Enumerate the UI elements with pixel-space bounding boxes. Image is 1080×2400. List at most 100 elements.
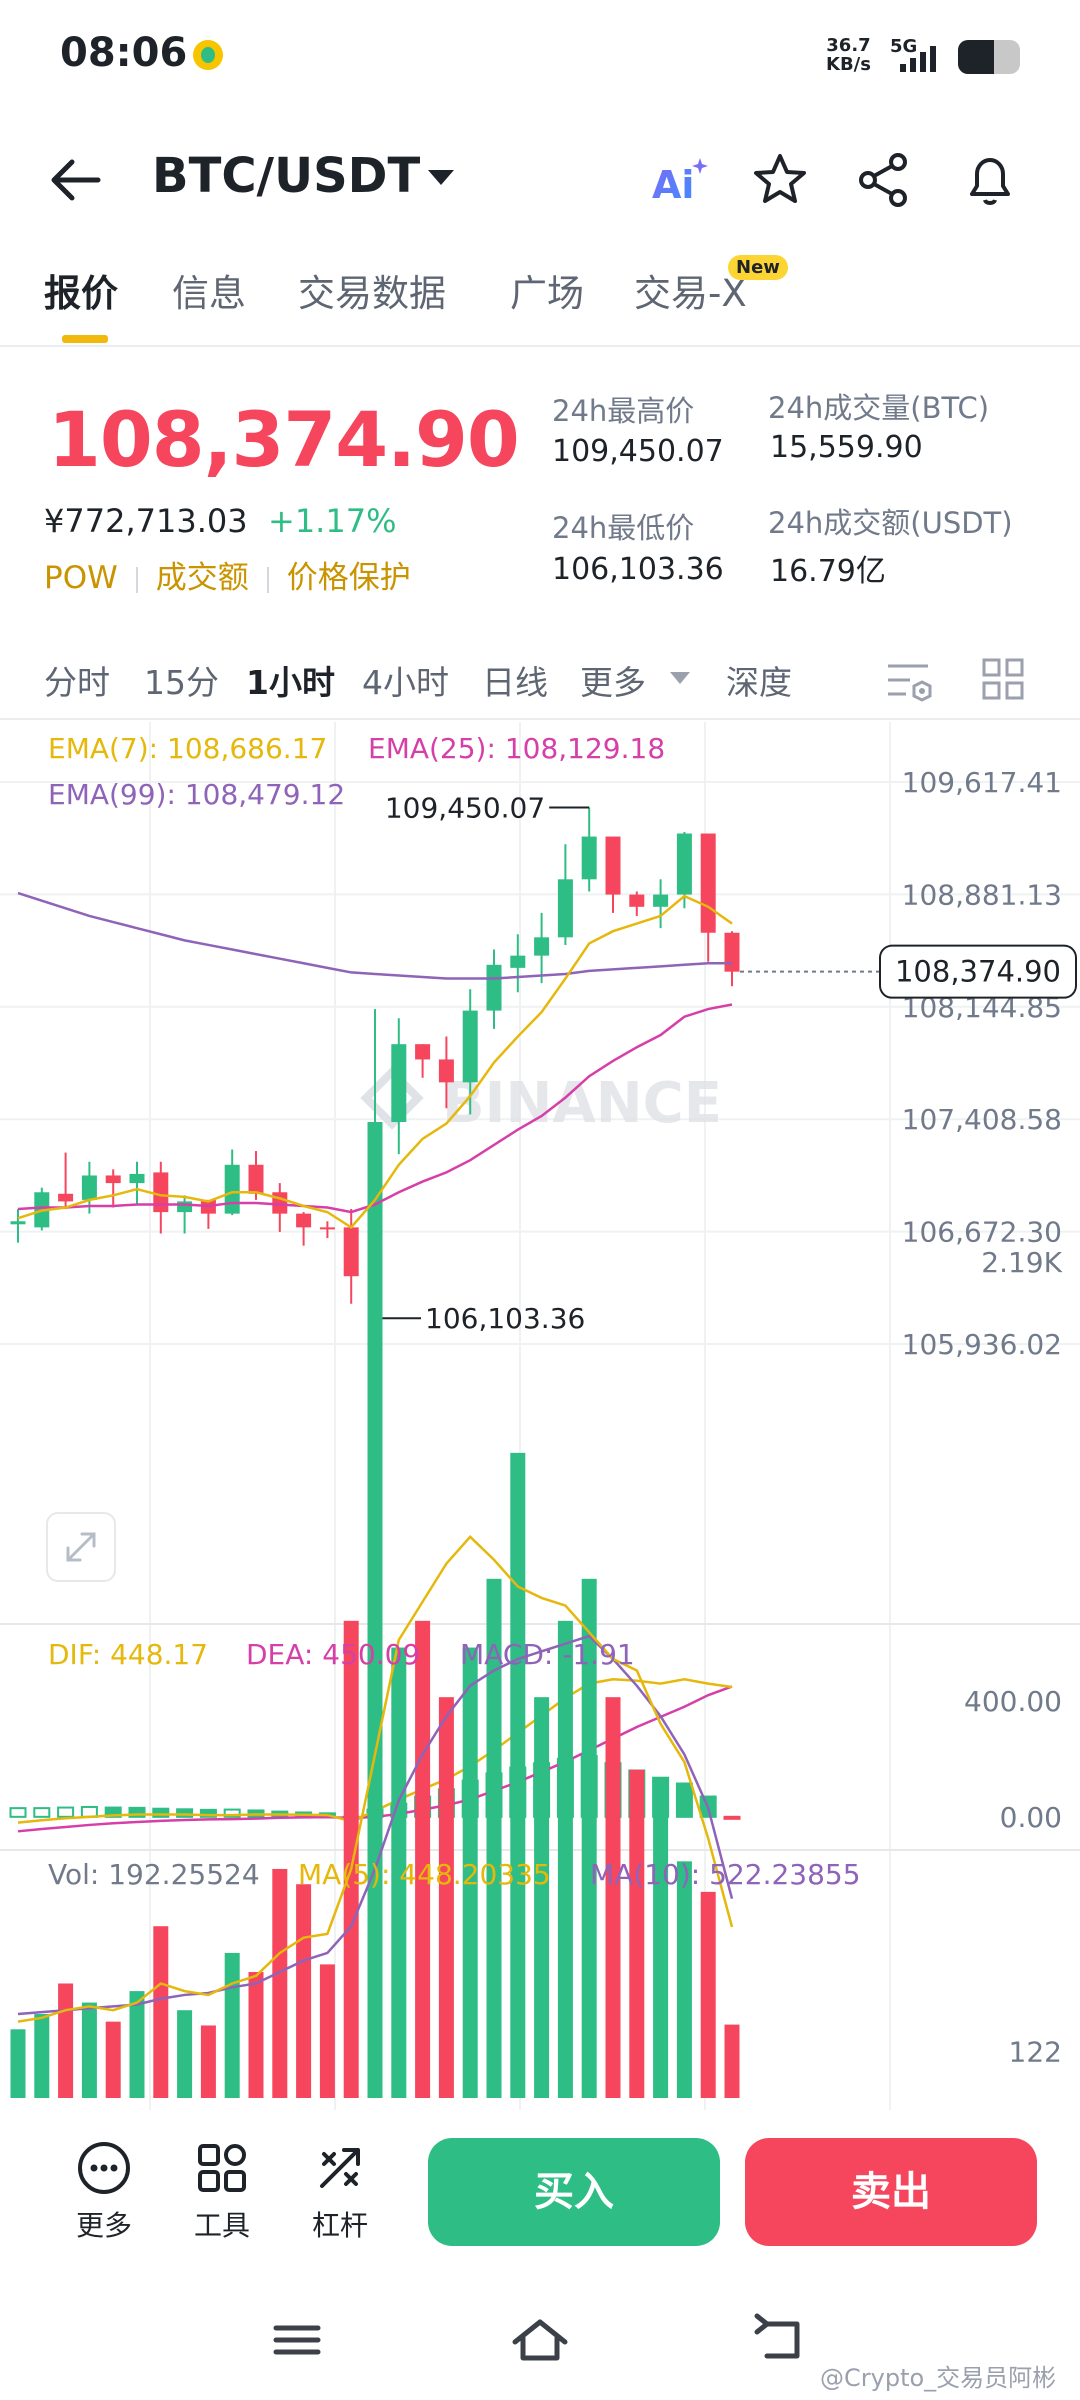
legend-ema99: EMA(99): 108,479.12 xyxy=(48,778,346,811)
star-icon[interactable] xyxy=(748,148,812,212)
candle-body xyxy=(153,1172,169,1213)
last-price: 108,374.90 xyxy=(48,395,520,484)
pair-dropdown-icon[interactable] xyxy=(428,170,454,185)
interval-1h[interactable]: 1小时 xyxy=(246,663,335,702)
candle-body xyxy=(10,1221,26,1225)
tools-label: 工具 xyxy=(193,2209,250,2242)
volume-bar xyxy=(272,1868,288,2098)
chart-area[interactable]: 109,617.41 108,881.13 108,144.85 107,408.58… xyxy=(0,722,1080,2110)
more-button[interactable]: 更多 xyxy=(54,2140,154,2250)
active-tab-indicator xyxy=(62,335,108,343)
volume-usdt-label: 24h成交额(USDT) xyxy=(768,506,1013,540)
legend-volume: Vol: 192.25524 xyxy=(48,1858,260,1891)
volume-btc-label: 24h成交量(BTC) xyxy=(768,391,990,425)
candle-body xyxy=(105,1175,121,1184)
price-tick-label: 108,881.13 xyxy=(902,878,1062,911)
tab-square[interactable]: 广场 xyxy=(510,272,584,315)
candle-body xyxy=(676,833,692,895)
volume-bar xyxy=(724,2024,740,2098)
kline-chart[interactable]: 109,617.41108,881.13108,144.85107,408.58… xyxy=(0,722,1080,2110)
interval-timeshare[interactable]: 分时 xyxy=(44,663,110,702)
tab-trading-data[interactable]: 交易数据 xyxy=(298,272,446,315)
candle-body xyxy=(510,955,526,968)
legend-ema7: EMA(7): 108,686.17 xyxy=(48,732,328,765)
candle-body xyxy=(391,1044,407,1123)
tag-row: POW 成交额 价格保护 xyxy=(44,552,411,596)
bell-icon[interactable] xyxy=(958,148,1022,212)
tag-turnover[interactable]: 成交额 xyxy=(155,560,249,596)
macd-histogram-bar xyxy=(723,1815,741,1820)
network-type: 5G xyxy=(890,36,918,57)
ema25-line xyxy=(17,1003,733,1214)
fullscreen-button[interactable] xyxy=(46,1512,116,1582)
more-dots-icon xyxy=(78,2142,130,2194)
status-bar: 08:06 36.7 KB/s 5G xyxy=(0,0,1080,110)
candle-body xyxy=(653,894,669,907)
macd-histogram-bar xyxy=(199,1808,217,1818)
tab-trade-x[interactable]: 交易-X xyxy=(634,272,747,315)
leverage-icon xyxy=(320,2148,360,2188)
volume-bar xyxy=(105,2021,121,2098)
candle-body xyxy=(129,1173,145,1184)
low-label: 24h最低价 xyxy=(552,511,695,545)
tab-info[interactable]: 信息 xyxy=(172,272,246,315)
grid-layout-icon[interactable] xyxy=(980,656,1026,702)
interval-daily[interactable]: 日线 xyxy=(482,663,548,702)
volume-bar xyxy=(200,2025,216,2098)
volume-bar xyxy=(177,2010,193,2098)
legend-dif: DIF: 448.17 xyxy=(48,1638,209,1671)
tabs-divider xyxy=(0,345,1080,347)
high-marker-label: 109,450.07 xyxy=(385,792,545,825)
buy-button[interactable]: 买入 xyxy=(428,2138,720,2246)
last-price-tag xyxy=(879,944,1077,999)
back-arrow-icon[interactable] xyxy=(40,150,110,210)
ai-icon[interactable]: Ai xyxy=(648,148,712,212)
volume-tick-label: 122 xyxy=(1009,2035,1062,2068)
volume-btc-value: 15,559.90 xyxy=(770,430,923,465)
candle-body xyxy=(724,932,740,972)
price-tick-label: 106,672.30 xyxy=(902,1216,1062,1249)
network-speed: 36.7 KB/s xyxy=(826,36,871,74)
volume-bar xyxy=(557,1620,573,2098)
ema7-line xyxy=(17,894,733,1230)
sell-button[interactable]: 卖出 xyxy=(745,2138,1037,2246)
share-icon[interactable] xyxy=(852,148,916,212)
return-icon[interactable] xyxy=(745,2310,815,2370)
volume-bar xyxy=(153,1926,169,2098)
candle-body xyxy=(296,1213,312,1228)
macd-tick-label: 0.00 xyxy=(1000,1801,1062,1834)
candle-body xyxy=(462,1010,478,1083)
ema99-line xyxy=(17,891,732,980)
indicator-settings-icon[interactable] xyxy=(884,656,936,706)
interval-divider xyxy=(0,718,1080,720)
macd-histogram-bar xyxy=(104,1806,122,1818)
volume-bar xyxy=(534,1697,550,2098)
pair-title[interactable]: BTC/USDT xyxy=(152,148,421,204)
volume-bar xyxy=(343,1620,359,2098)
interval-4h[interactable]: 4小时 xyxy=(362,663,449,702)
volume-bar xyxy=(391,1647,407,2098)
volume-bar xyxy=(676,1861,692,2098)
legend-vol-ma10: MA(10): 522.23855 xyxy=(590,1858,861,1891)
candle-body xyxy=(700,833,716,933)
price-change: +1.17% xyxy=(268,502,397,540)
interval-more[interactable]: 更多 xyxy=(580,663,646,702)
tools-button[interactable]: 工具 xyxy=(172,2140,272,2250)
interval-depth[interactable]: 深度 xyxy=(726,663,792,702)
legend-ema25: EMA(25): 108,129.18 xyxy=(368,732,666,765)
more-dropdown-icon[interactable] xyxy=(670,672,690,684)
menu-icon[interactable] xyxy=(262,2310,332,2370)
macd-histogram-bar xyxy=(9,1807,27,1818)
leverage-button[interactable]: 杠杆 xyxy=(290,2140,390,2250)
volume-bar xyxy=(605,1697,621,2098)
interval-15m[interactable]: 15分 xyxy=(144,663,219,702)
home-icon[interactable] xyxy=(505,2310,575,2370)
tab-bar: 报价 信息 交易数据 广场 交易-X New xyxy=(0,255,1080,345)
tag-pow[interactable]: POW xyxy=(44,560,118,596)
volume-bar xyxy=(81,2002,97,2098)
watermark-text: @Crypto_交易员阿彬 xyxy=(820,2364,1057,2392)
tag-price-protection[interactable]: 价格保护 xyxy=(286,560,411,596)
interval-bar: 分时 15分 1小时 4小时 日线 更多 深度 xyxy=(0,640,1080,720)
tab-quote[interactable]: 报价 xyxy=(44,272,118,315)
volume-bar xyxy=(319,1964,335,2098)
